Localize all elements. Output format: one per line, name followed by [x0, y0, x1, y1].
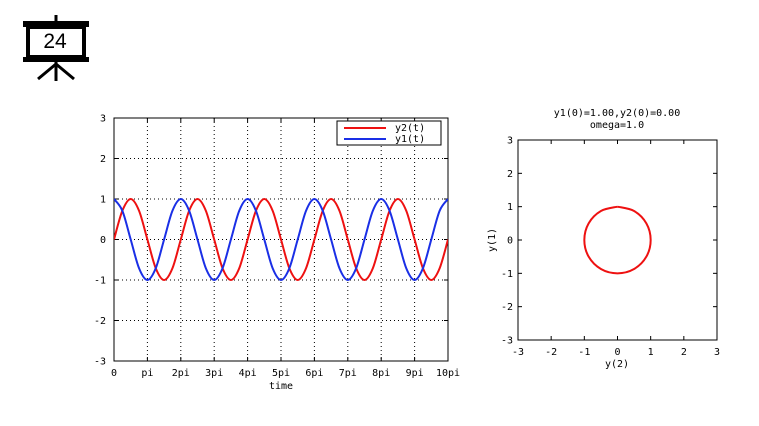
x-tick-label: 10pi: [436, 368, 460, 379]
y-tick-label: -3: [94, 357, 106, 368]
y-tick-label: -2: [501, 302, 513, 313]
x-tick-label: 2pi: [172, 368, 190, 379]
phase-plot-y-axis-label: y(1): [487, 228, 498, 252]
phase-plot-ticks: [517, 139, 718, 341]
y-tick-label: -1: [94, 276, 106, 287]
time-series-x-axis-label: time: [269, 381, 293, 392]
series-line-y1t: [114, 198, 448, 281]
phase-plot-chart: y1(0)=1.00,y2(0)=0.00 omega=1.0 -3 -2 -1 0 1…: [487, 108, 720, 370]
y-tick-label: -2: [94, 316, 106, 327]
legend-label-y2: y2(t): [395, 123, 425, 134]
time-series-grid: [114, 118, 448, 361]
y-tick-label: 3: [100, 114, 106, 125]
x-tick-label: -3: [512, 347, 524, 358]
x-tick-label: 3pi: [205, 368, 223, 379]
x-tick-label: 3: [714, 347, 720, 358]
phase-plot-subtitle: omega=1.0: [590, 120, 644, 131]
x-tick-label: pi: [141, 368, 153, 379]
phase-plot-x-axis-label: y(2): [605, 359, 629, 370]
time-series-y-tick-labels: 3 2 1 0 -1 -2 -3: [94, 114, 106, 368]
legend-label-y1: y1(t): [395, 134, 425, 145]
y-tick-label: 1: [100, 195, 106, 206]
x-tick-label: 0: [614, 347, 620, 358]
time-series-legend: y2(t) y1(t): [336, 120, 442, 146]
series-line-y2t: [114, 198, 448, 281]
y-tick-label: 0: [507, 236, 513, 247]
y-tick-label: 2: [507, 169, 513, 180]
time-series-x-tick-labels: 0 pi 2pi 3pi 4pi 5pi 6pi 7pi 8pi 9pi 10pi: [111, 368, 460, 379]
x-tick-label: 9pi: [406, 368, 424, 379]
y-tick-label: -1: [501, 269, 513, 280]
y-tick-label: 3: [507, 136, 513, 147]
time-series-lines: [114, 198, 448, 281]
phase-plot-frame: [517, 139, 718, 341]
legend-box: [336, 120, 442, 146]
phase-plot-lines: [583, 205, 652, 275]
phase-plot-title: y1(0)=1.00,y2(0)=0.00: [554, 108, 680, 119]
slide-number: 24: [43, 29, 67, 53]
series-line-series0: [583, 205, 652, 275]
x-tick-label: 0: [111, 368, 117, 379]
x-tick-label: 7pi: [339, 368, 357, 379]
x-tick-label: -1: [578, 347, 590, 358]
phase-plot-y-tick-labels: 3 2 1 0 -1 -2 -3: [501, 136, 513, 347]
x-tick-label: 2: [681, 347, 687, 358]
x-tick-label: 5pi: [272, 368, 290, 379]
phase-plot-x-tick-labels: -3 -2 -1 0 1 2 3: [512, 347, 720, 358]
x-tick-label: -2: [545, 347, 557, 358]
x-tick-label: 1: [648, 347, 654, 358]
x-tick-label: 6pi: [305, 368, 323, 379]
presentation-board-icon: [20, 13, 92, 85]
y-tick-label: 1: [507, 202, 513, 213]
x-tick-label: 4pi: [239, 368, 257, 379]
time-series-chart: 0 pi 2pi 3pi 4pi 5pi 6pi 7pi 8pi 9pi 10pi 3 2 1 0 -1 -2…: [94, 114, 460, 393]
time-series-ticks: [113, 117, 449, 362]
x-tick-label: 8pi: [372, 368, 390, 379]
y-tick-label: 0: [100, 235, 106, 246]
y-tick-label: -3: [501, 336, 513, 347]
y-tick-label: 2: [100, 154, 106, 165]
